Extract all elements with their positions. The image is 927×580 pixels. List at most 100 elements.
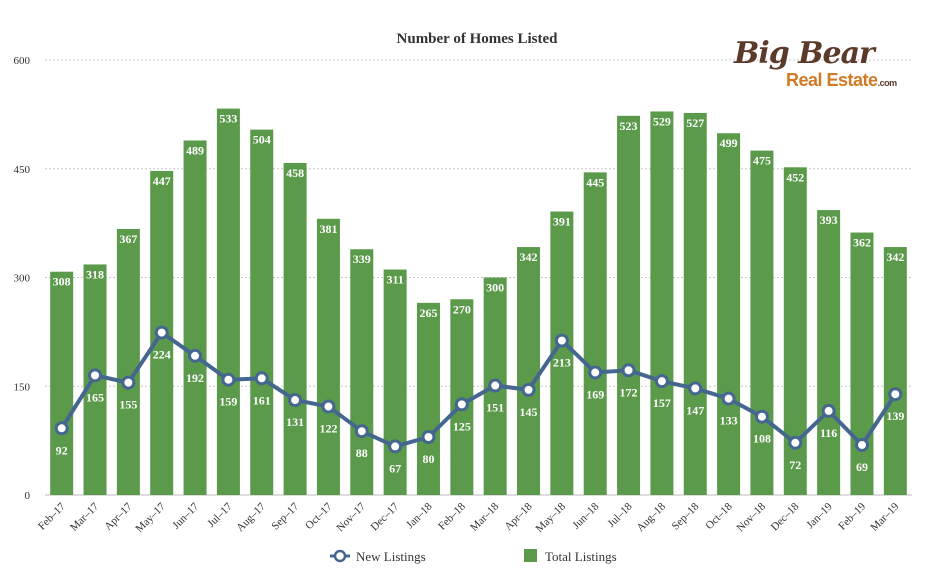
bar-data-label: 270 <box>453 302 471 316</box>
bar-data-label: 499 <box>720 136 738 150</box>
bar-data-label: 533 <box>219 112 237 126</box>
bar-data-label: 342 <box>886 250 904 264</box>
line-point <box>54 421 69 436</box>
legend-marker-new-listings <box>333 549 347 563</box>
line-data-label: 192 <box>186 371 204 385</box>
x-tick-label: Aug–17 <box>234 500 268 534</box>
bar <box>250 129 274 495</box>
line-data-label: 72 <box>789 458 801 472</box>
bar <box>183 140 207 495</box>
line-point <box>388 439 403 454</box>
bar <box>850 232 874 496</box>
line-point <box>121 375 136 390</box>
legend-item-new-listings[interactable]: New Listings <box>330 549 426 564</box>
line-data-label: 133 <box>720 414 738 428</box>
bar <box>50 271 74 495</box>
line-point <box>621 363 636 378</box>
line-point <box>588 365 603 380</box>
y-tick-label: 600 <box>14 55 31 67</box>
x-tick-label: Jun–17 <box>170 500 201 531</box>
legend-marker-total-listings <box>524 549 537 562</box>
line-data-label: 159 <box>219 395 237 409</box>
line-data-label: 139 <box>886 409 904 423</box>
line-data-label: 67 <box>389 461 401 475</box>
bar-data-label: 527 <box>686 116 704 130</box>
line-data-label: 151 <box>486 401 504 415</box>
bar <box>650 111 674 495</box>
legend-label-total-listings: Total Listings <box>545 549 617 564</box>
x-tick-label: Oct–18 <box>703 500 735 532</box>
bar <box>216 108 240 495</box>
bar <box>450 299 474 495</box>
x-tick-label: Sep–18 <box>670 500 702 532</box>
legend-label-new-listings: New Listings <box>356 549 426 564</box>
bar <box>116 228 140 496</box>
line-point <box>154 325 169 340</box>
x-tick-label: Jan–19 <box>804 500 835 531</box>
line-series <box>54 325 903 454</box>
bar-data-label: 529 <box>653 114 671 128</box>
brand-logo: Big Bear Real Estate.com <box>728 36 918 96</box>
logo-suffix: .com <box>877 78 898 88</box>
bar-data-label: 445 <box>586 175 604 189</box>
bar <box>883 247 907 495</box>
bar-data-label: 265 <box>419 306 437 320</box>
bar-data-label: 393 <box>820 213 838 227</box>
line-data-label: 125 <box>453 419 471 433</box>
legend-item-total-listings[interactable]: Total Listings <box>524 549 617 564</box>
line-data-label: 161 <box>253 393 271 407</box>
x-tick-label: Jun–18 <box>570 500 601 531</box>
bar <box>383 269 407 495</box>
gridlines <box>45 59 912 496</box>
line-data-label: 213 <box>553 356 571 370</box>
y-tick-label: 150 <box>14 381 31 393</box>
line-data-label: 69 <box>856 460 868 474</box>
line-data-label: 80 <box>422 452 434 466</box>
logo-name: Real Estate <box>786 70 878 90</box>
line-point <box>254 371 269 386</box>
line-data-label: 172 <box>620 385 638 399</box>
bar-data-label: 391 <box>553 215 571 229</box>
line-point <box>454 397 469 412</box>
bar <box>316 218 340 495</box>
bar-data-label: 311 <box>386 273 403 287</box>
x-tick-label: May–17 <box>133 500 168 535</box>
line-data-label: 108 <box>753 432 771 446</box>
line-data-label: 165 <box>86 390 104 404</box>
y-axis: 0 150 300 450 600 <box>14 55 31 502</box>
bar-data-label: 342 <box>520 250 538 264</box>
bar-data-label: 367 <box>119 232 137 246</box>
line-data-label: 131 <box>286 415 304 429</box>
line-point <box>821 403 836 418</box>
line-point <box>554 333 569 348</box>
bar-data-label: 523 <box>620 119 638 133</box>
x-tick-label: Mar–17 <box>68 500 101 533</box>
x-tick-label: Mar–19 <box>868 500 901 533</box>
line-point <box>221 372 236 387</box>
bar-data-label: 458 <box>286 166 304 180</box>
line-data-label: 122 <box>319 422 337 436</box>
x-tick-label: Dec–18 <box>769 500 802 533</box>
x-tick-label: Sep–17 <box>269 500 301 532</box>
y-tick-label: 450 <box>14 164 31 176</box>
x-tick-label: Feb–19 <box>836 500 868 532</box>
x-tick-label: Jul–17 <box>205 500 235 530</box>
bar-data-label: 308 <box>53 275 71 289</box>
line-point <box>421 430 436 444</box>
bar-data-label: 452 <box>786 170 804 184</box>
line-data-label: 145 <box>520 405 538 419</box>
line-data-label: 147 <box>686 403 704 417</box>
line-point <box>321 399 336 414</box>
bar-series <box>50 108 907 496</box>
x-tick-label: Aug–18 <box>634 500 668 534</box>
line-point <box>88 368 103 383</box>
bar <box>817 210 841 495</box>
line-point <box>754 409 769 424</box>
x-tick-label: Apr–18 <box>502 500 535 533</box>
bar-data-label: 475 <box>753 154 771 168</box>
bar-data-label: 362 <box>853 236 871 250</box>
line-point <box>188 348 203 363</box>
bar-data-label: 489 <box>186 143 204 157</box>
line-point <box>654 374 669 389</box>
